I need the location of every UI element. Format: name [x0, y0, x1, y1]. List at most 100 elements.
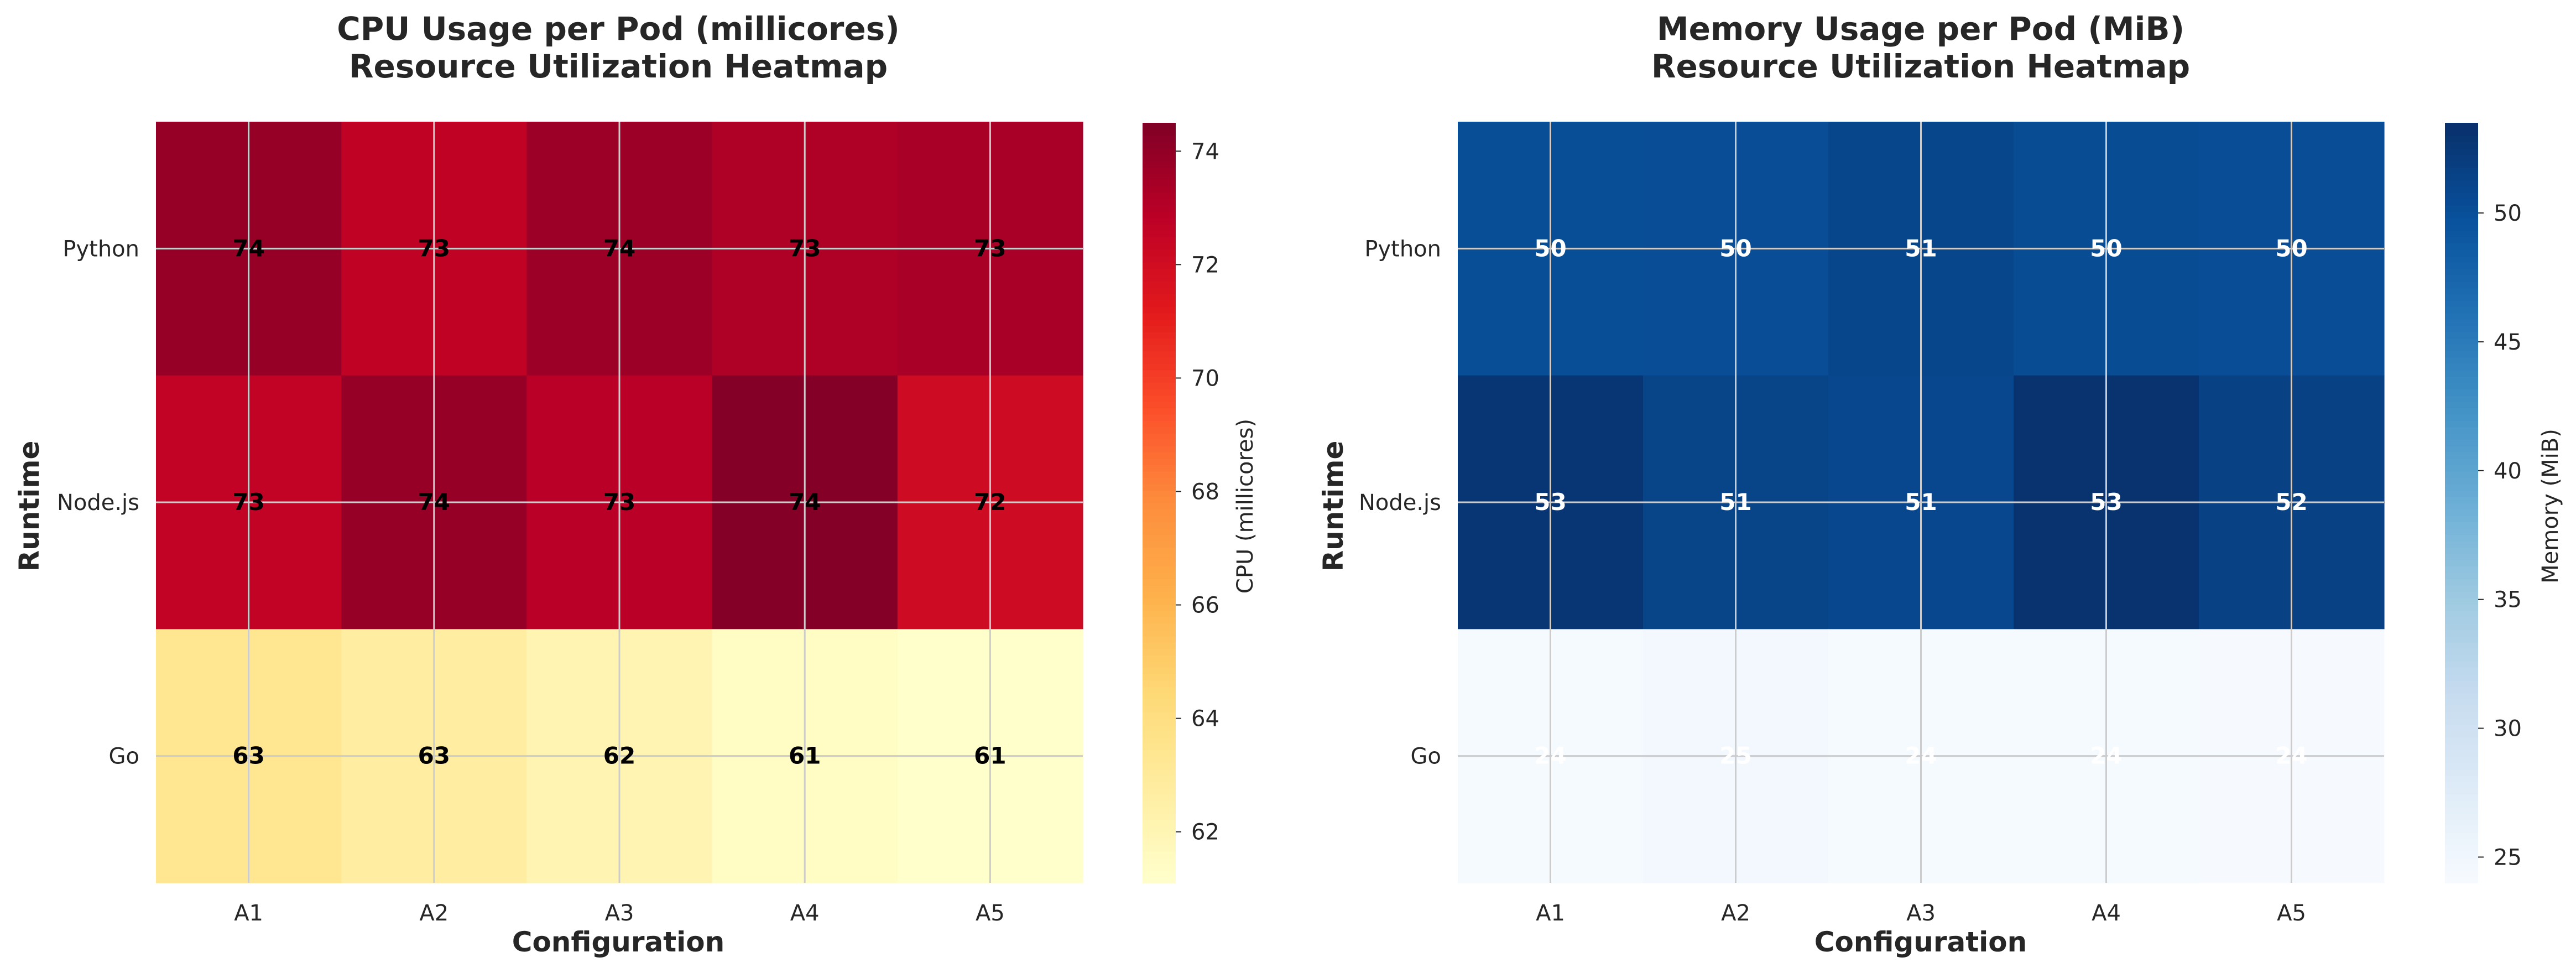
cpu-colorbar-segment: [1143, 756, 1176, 763]
cpu-colorbar-segment: [1143, 617, 1176, 623]
cpu-colorbar-segment: [1143, 294, 1176, 300]
cpu-colorbar-segment: [1143, 376, 1176, 383]
cpu-colorbar-segment: [1143, 484, 1176, 491]
cpu-colorbar-segment: [1143, 611, 1176, 617]
cpu-colorbar-segment: [1143, 338, 1176, 345]
memory-cell-label: 50: [1719, 235, 1751, 262]
memory-colorbar-segment: [2445, 408, 2478, 414]
cpu-colorbar-segment: [1143, 769, 1176, 776]
memory-colorbar-tick-label: 30: [2494, 716, 2522, 742]
memory-colorbar-segment: [2445, 750, 2478, 757]
cpu-x-tick-label: A5: [976, 901, 1005, 926]
cpu-colorbar-segment: [1143, 452, 1176, 459]
memory-cell-label: 51: [1905, 235, 1937, 262]
cpu-colorbar-tick-label: 66: [1191, 593, 1219, 618]
cpu-x-tick-label: A2: [419, 901, 449, 926]
cpu-colorbar-segment: [1143, 306, 1176, 313]
memory-colorbar-tick-label: 40: [2494, 459, 2522, 484]
memory-colorbar-segment: [2445, 186, 2478, 193]
memory-colorbar-segment: [2445, 857, 2478, 864]
cpu-colorbar-segment: [1143, 630, 1176, 636]
memory-colorbar-segment: [2445, 820, 2478, 826]
cpu-colorbar-segment: [1143, 668, 1176, 674]
cpu-cell-label: 72: [974, 488, 1006, 516]
memory-cell-label: 51: [1905, 488, 1937, 516]
memory-x-tick-label: A2: [1721, 901, 1750, 926]
memory-cell-label: 52: [2275, 488, 2307, 516]
cpu-colorbar-segment: [1143, 851, 1176, 858]
memory-colorbar-segment: [2445, 668, 2478, 674]
cpu-colorbar-segment: [1143, 699, 1176, 706]
cpu-colorbar-segment: [1143, 573, 1176, 579]
cpu-colorbar-segment: [1143, 256, 1176, 262]
cpu-colorbar-segment: [1143, 516, 1176, 522]
cpu-colorbar-segment: [1143, 465, 1176, 471]
memory-cell-label: 50: [1534, 235, 1566, 262]
memory-colorbar-segment: [2445, 262, 2478, 269]
cpu-colorbar-segment: [1143, 826, 1176, 833]
cpu-colorbar-segment: [1143, 231, 1176, 237]
memory-colorbar-segment: [2445, 205, 2478, 212]
cpu-colorbar-segment: [1143, 661, 1176, 668]
memory-colorbar-segment: [2445, 870, 2478, 877]
cpu-cell-label: 74: [603, 235, 635, 262]
memory-colorbar-segment: [2445, 560, 2478, 566]
cpu-colorbar-segment: [1143, 199, 1176, 205]
memory-colorbar-tick-label: 35: [2494, 587, 2522, 613]
cpu-colorbar-segment: [1143, 129, 1176, 136]
cpu-colorbar-segment: [1143, 332, 1176, 339]
memory-colorbar-segment: [2445, 376, 2478, 383]
cpu-cell-label: 73: [418, 235, 450, 262]
cpu-colorbar-segment: [1143, 680, 1176, 687]
memory-colorbar-segment: [2445, 674, 2478, 680]
memory-colorbar-segment: [2445, 845, 2478, 851]
cpu-colorbar-segment: [1143, 674, 1176, 680]
memory-colorbar-segment: [2445, 199, 2478, 205]
cpu-colorbar-segment: [1143, 402, 1176, 408]
cpu-cell-label: 73: [232, 488, 264, 516]
cpu-colorbar-segment: [1143, 604, 1176, 611]
memory-colorbar-segment: [2445, 788, 2478, 794]
cpu-colorbar-segment: [1143, 300, 1176, 307]
memory-colorbar-segment: [2445, 395, 2478, 402]
memory-colorbar-segment: [2445, 775, 2478, 782]
memory-colorbar-segment: [2445, 680, 2478, 687]
cpu-colorbar-segment: [1143, 363, 1176, 370]
memory-colorbar-segment: [2445, 762, 2478, 769]
cpu-colorbar-segment: [1143, 800, 1176, 807]
memory-cell-label: 25: [1719, 742, 1751, 769]
cpu-colorbar-segment: [1143, 870, 1176, 877]
memory-colorbar-segment: [2445, 351, 2478, 357]
cpu-cell-label: 74: [418, 488, 450, 516]
cpu-colorbar-label: CPU (millicores): [1233, 419, 1258, 594]
cpu-colorbar-segment: [1143, 268, 1176, 275]
memory-colorbar-segment: [2445, 211, 2478, 218]
memory-colorbar-segment: [2445, 180, 2478, 186]
cpu-colorbar-tick-label: 68: [1191, 479, 1219, 504]
memory-colorbar-segment: [2445, 617, 2478, 623]
cpu-colorbar-segment: [1143, 832, 1176, 839]
memory-colorbar-segment: [2445, 813, 2478, 820]
cpu-colorbar-segment: [1143, 762, 1176, 769]
cpu-colorbar-segment: [1143, 579, 1176, 585]
cpu-colorbar-segment: [1143, 788, 1176, 794]
cpu-chart-subtitle: Resource Utilization Heatmap: [349, 48, 888, 85]
cpu-colorbar-segment: [1143, 547, 1176, 554]
memory-y-tick-label: Node.js: [1359, 490, 1441, 516]
memory-colorbar-segment: [2445, 655, 2478, 662]
cpu-chart-title: CPU Usage per Pod (millicores): [337, 10, 900, 48]
memory-colorbar-segment: [2445, 345, 2478, 351]
memory-colorbar-segment: [2445, 459, 2478, 465]
memory-colorbar-segment: [2445, 547, 2478, 554]
cpu-y-axis-title: Runtime: [13, 441, 45, 572]
cpu-colorbar-tick-label: 72: [1191, 252, 1219, 278]
memory-colorbar-segment: [2445, 642, 2478, 649]
cpu-colorbar-segment: [1143, 142, 1176, 148]
memory-colorbar-tick-label: 45: [2494, 330, 2522, 355]
memory-cell-label: 50: [2275, 235, 2307, 262]
cpu-colorbar-segment: [1143, 857, 1176, 864]
cpu-colorbar-segment: [1143, 693, 1176, 700]
cpu-y-tick-label: Python: [62, 236, 139, 262]
